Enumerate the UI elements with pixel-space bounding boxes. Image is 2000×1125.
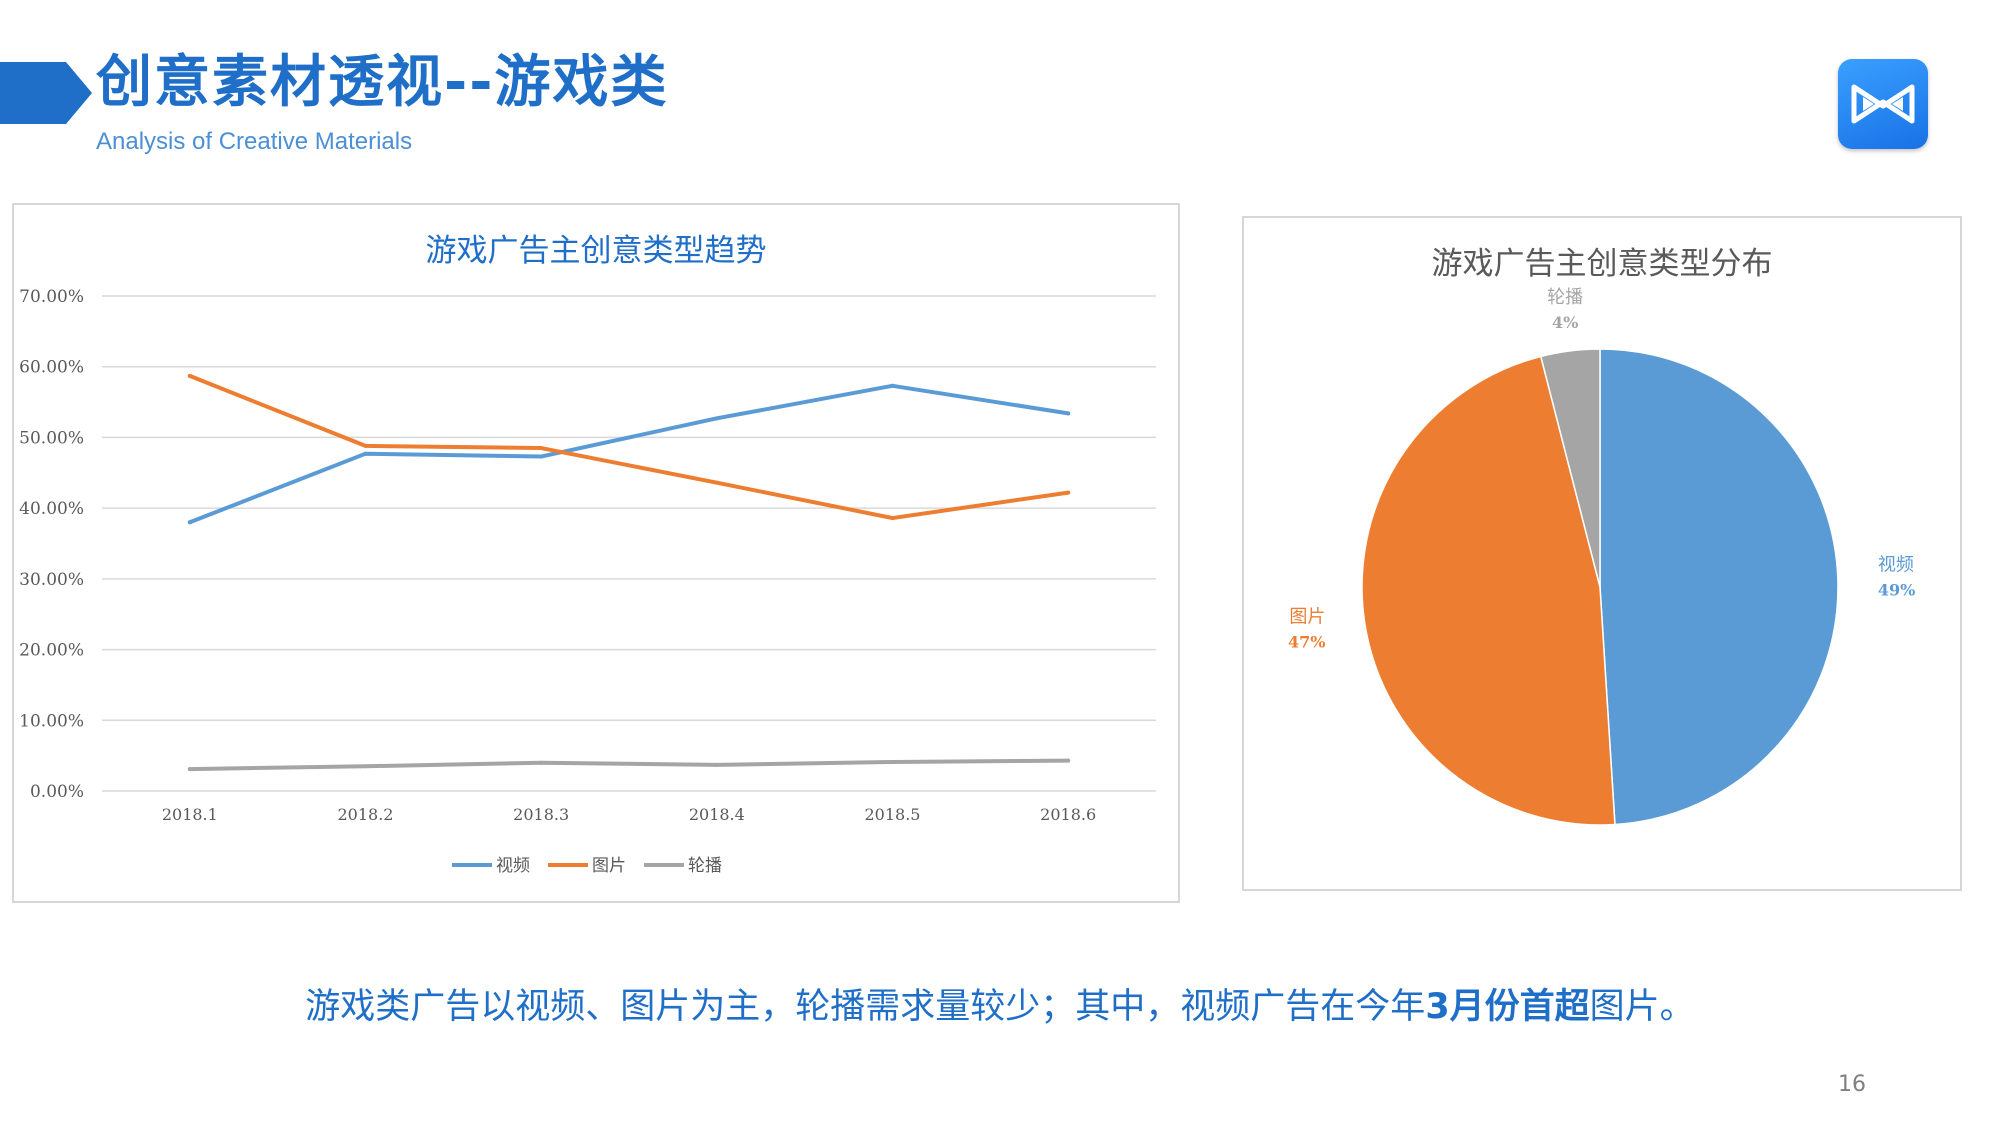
- data-point: [187, 767, 192, 772]
- data-point: [890, 383, 895, 388]
- pie-percent-label: 49%: [1878, 580, 1915, 599]
- x-tick-label: 2018.6: [1040, 805, 1096, 824]
- y-tick-label: 50.00%: [19, 428, 84, 448]
- data-point: [363, 443, 368, 448]
- page-subtitle: Analysis of Creative Materials: [96, 128, 413, 155]
- y-tick-label: 20.00%: [19, 641, 84, 661]
- y-tick-label: 70.00%: [19, 287, 84, 307]
- pie-label: 视频: [1878, 554, 1914, 575]
- conclusion-highlight: 3月份首超: [1425, 987, 1590, 1027]
- y-tick-label: 0.00%: [30, 782, 84, 802]
- data-point: [890, 516, 895, 521]
- data-point: [714, 416, 719, 421]
- data-point: [539, 760, 544, 765]
- data-point: [539, 454, 544, 459]
- y-tick-label: 10.00%: [19, 711, 84, 731]
- data-point: [714, 480, 719, 485]
- conclusion-part-1: 游戏类广告以视频、图片为主，轮播需求量较少；其中，视频广告在今年: [305, 987, 1426, 1027]
- line-chart-panel: 游戏广告主创意类型趋势 0.00% 10.00% 20.00% 30.00% 40.00…: [12, 203, 1180, 903]
- x-tick-label: 2018.1: [162, 805, 218, 824]
- data-point: [714, 762, 719, 767]
- x-tick-label: 2018.5: [865, 805, 921, 824]
- header-arrow-shape: [0, 62, 92, 124]
- series-line-视频: [187, 383, 1071, 525]
- data-point: [890, 760, 895, 765]
- bowtie-logo-icon: [1838, 59, 1928, 149]
- data-point: [363, 451, 368, 456]
- data-point: [539, 446, 544, 451]
- conclusion-part-3: 图片。: [1589, 987, 1695, 1027]
- legend-label: 视频: [496, 856, 530, 876]
- x-tick-label: 2018.4: [689, 805, 745, 824]
- data-point: [187, 520, 192, 525]
- series-line-轮播: [187, 758, 1071, 772]
- pie-label: 轮播: [1547, 287, 1583, 308]
- data-point: [1066, 411, 1071, 416]
- data-point: [1066, 758, 1071, 763]
- y-tick-label: 30.00%: [19, 570, 84, 590]
- pie-label: 图片: [1289, 606, 1325, 627]
- pie-percent-label: 47%: [1288, 632, 1325, 651]
- data-point: [363, 764, 368, 769]
- data-point: [187, 373, 192, 378]
- series-line-图片: [187, 373, 1071, 521]
- y-tick-label: 40.00%: [19, 499, 84, 519]
- legend-label: 轮播: [688, 856, 722, 876]
- pie-percent-label: 4%: [1552, 313, 1578, 332]
- pie-slice-图片: [1361, 355, 1616, 826]
- pie-chart-panel: 游戏广告主创意类型分布 视频 49% 图片 47% 轮播 4%: [1242, 216, 1962, 891]
- line-chart-title: 游戏广告主创意类型趋势: [425, 233, 767, 269]
- page-number: 16: [1838, 1072, 1866, 1097]
- pie-chart-title: 游戏广告主创意类型分布: [1431, 246, 1773, 282]
- x-tick-label: 2018.2: [338, 805, 394, 824]
- line-chart: 0.00% 10.00% 20.00% 30.00% 40.00% 50.00% 60.00…: [19, 287, 1156, 876]
- y-tick-label: 60.00%: [19, 358, 84, 378]
- pie-slice-轮播: [1539, 348, 1601, 588]
- pie-slice-视频: [1599, 348, 1839, 826]
- conclusion-text: 游戏类广告以视频、图片为主，轮播需求量较少；其中，视频广告在今年3月份首超图片。: [0, 978, 2000, 1029]
- page-title: 创意素材透视--游戏类: [96, 50, 669, 115]
- data-point: [1066, 490, 1071, 495]
- legend-label: 图片: [592, 856, 626, 876]
- pie-chart: 视频 49% 图片 47% 轮播 4%: [1288, 287, 1915, 826]
- x-tick-label: 2018.3: [513, 805, 569, 824]
